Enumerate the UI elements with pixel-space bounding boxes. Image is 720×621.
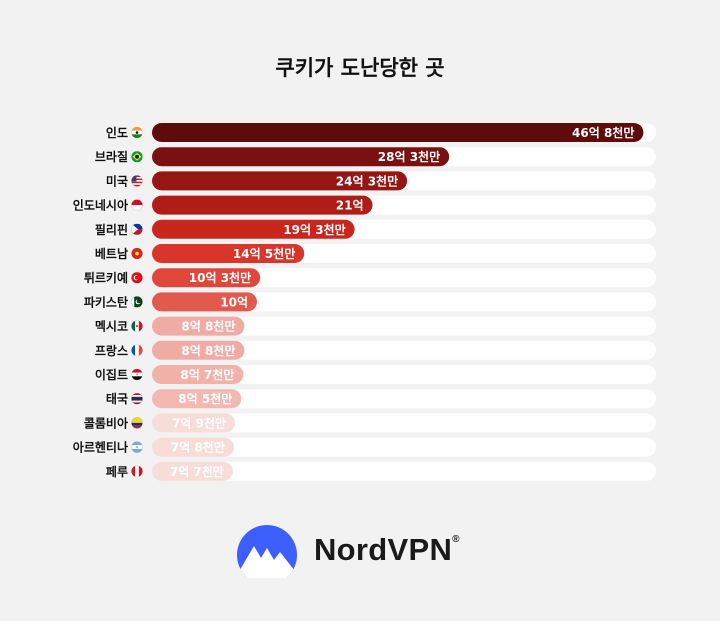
bar-track	[152, 461, 656, 481]
bar	[152, 195, 373, 215]
bar	[152, 389, 242, 409]
france-flag-icon	[131, 344, 143, 357]
thailand-flag-icon	[131, 392, 143, 405]
data-label: 28억 3천만	[378, 149, 440, 164]
data-label: 14억 5천만	[233, 246, 295, 261]
data-label: 19억 3천만	[283, 222, 345, 237]
colombia-flag-icon	[131, 417, 143, 429]
category-label: 베트남	[95, 246, 128, 261]
data-label: 8억 8천만	[181, 319, 235, 334]
data-label: 8억 8천만	[181, 343, 235, 358]
data-label: 21억	[336, 199, 364, 213]
philippines-flag-icon	[131, 223, 143, 236]
bar	[152, 147, 450, 167]
category-label: 브라질	[95, 149, 128, 164]
bar-track	[152, 292, 656, 312]
category-label: 페루	[106, 465, 128, 479]
bar	[152, 123, 644, 142]
indonesia-flag-icon	[131, 199, 143, 211]
data-label: 24억 3천만	[336, 173, 398, 188]
category-label: 아르헨티나	[73, 440, 128, 455]
data-label: 7억 9천만	[172, 415, 226, 430]
brand-name: NordVPN®	[314, 532, 460, 567]
category-label: 필리핀	[95, 222, 128, 237]
category-label: 태국	[106, 391, 128, 406]
argentina-flag-icon	[131, 441, 143, 453]
bar	[152, 244, 305, 263]
category-label: 인도네시아	[73, 198, 128, 213]
pakistan-flag-icon	[131, 296, 143, 308]
category-label: 이집트	[95, 367, 128, 382]
vietnam-flag-icon	[131, 247, 143, 260]
category-label: 인도	[106, 125, 128, 140]
data-label: 8억 5천만	[178, 391, 232, 406]
bar-track	[152, 340, 656, 360]
bar-track	[152, 268, 656, 288]
turkey-flag-icon	[131, 271, 143, 284]
category-label: 파키스탄	[84, 294, 128, 309]
bar	[152, 340, 245, 360]
bar	[152, 268, 261, 288]
bar	[152, 365, 244, 384]
data-label: 46억 8천만	[572, 125, 634, 140]
data-label: 7억 8천만	[171, 440, 225, 455]
bar	[152, 413, 235, 433]
usa-flag-icon	[131, 175, 143, 187]
bar	[152, 219, 355, 239]
bar-track	[152, 437, 656, 457]
bar	[152, 437, 234, 457]
bar	[152, 171, 408, 191]
india-flag-icon	[131, 126, 143, 139]
brazil-flag-icon	[131, 150, 143, 163]
nordvpn-logo: NordVPN®	[236, 524, 476, 580]
bar-track	[152, 389, 656, 409]
mexico-flag-icon	[131, 320, 143, 332]
bar	[152, 292, 257, 312]
egypt-flag-icon	[131, 368, 143, 381]
chart-title: 쿠키가 도난당한 곳	[275, 56, 445, 80]
bar-chart: 46억 8천만 인도 28억 3천만 브라질 24억 3천만 미국 21억 인도네시아 19억 …	[73, 123, 656, 481]
category-label: 미국	[106, 173, 128, 188]
data-label: 10억	[220, 295, 248, 309]
category-label: 튀르키예	[84, 270, 128, 285]
data-label: 10억 3천만	[189, 270, 251, 285]
bar	[152, 316, 245, 336]
bar-track	[152, 413, 656, 433]
data-label: 8억 7천만	[180, 367, 234, 382]
bar	[152, 461, 233, 481]
category-label: 콜롬비아	[84, 415, 128, 430]
category-label: 프랑스	[95, 344, 128, 358]
category-label: 멕시코	[95, 319, 128, 334]
nordvpn-mountain-icon	[237, 525, 297, 580]
bar-track	[152, 316, 656, 336]
data-label: 7억 7천만	[170, 464, 224, 479]
bar-track	[152, 365, 656, 384]
peru-flag-icon	[131, 465, 143, 478]
